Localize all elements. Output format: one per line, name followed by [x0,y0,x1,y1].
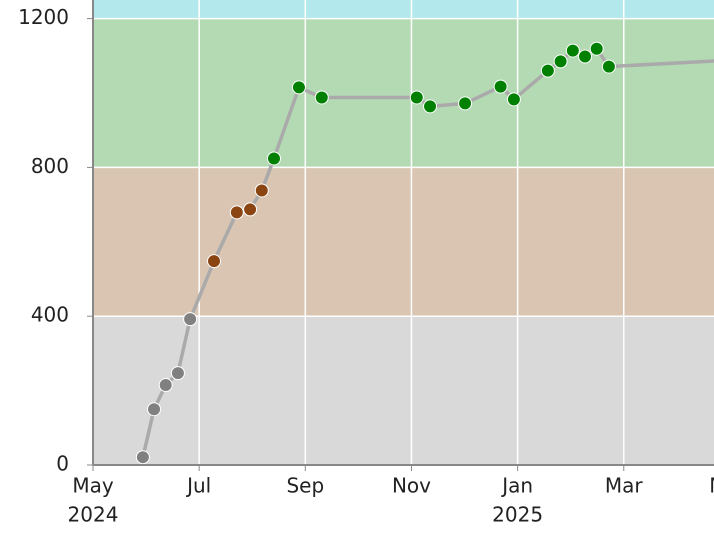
y-tick-label: 1200 [18,5,69,29]
rating-band [93,18,714,168]
y-tick-label: 400 [31,303,69,327]
rating-point [553,54,568,69]
rating-band [93,316,714,465]
rating-point [147,402,162,417]
rating-point [183,312,198,327]
rating-point [578,49,593,64]
rating-band [93,167,714,317]
rating-point [493,79,508,94]
rating-point [170,366,185,381]
y-tick-label: 0 [56,452,69,476]
rating-point [409,90,424,105]
x-tick-label: May [72,474,114,498]
rating-point [314,90,329,105]
rating-point [243,202,258,217]
rating-point [565,43,580,58]
rating-point [589,41,604,56]
y-tick-label: 800 [31,154,69,178]
x-tick-label: Jul [185,474,211,498]
rating-point [135,450,150,465]
x-tick-label: Nov [392,474,431,498]
rating-band [93,0,714,19]
rating-point [540,63,555,78]
x-tick-year: 2024 [68,503,119,527]
rating-point [207,254,222,269]
rating-point [506,92,521,107]
x-tick-year: 2025 [492,503,543,527]
x-tick-label: Jan [500,474,533,498]
rating-point [458,96,473,111]
x-tick-label: May [709,474,714,498]
rating-point [601,59,616,74]
x-tick-label: Sep [286,474,324,498]
x-tick-label: Mar [605,474,644,498]
rating-point [266,151,281,166]
rating-point [158,378,173,393]
rating-point [254,183,269,198]
rating-point [423,99,438,114]
rating-point [229,205,244,220]
rating-point [291,80,306,95]
